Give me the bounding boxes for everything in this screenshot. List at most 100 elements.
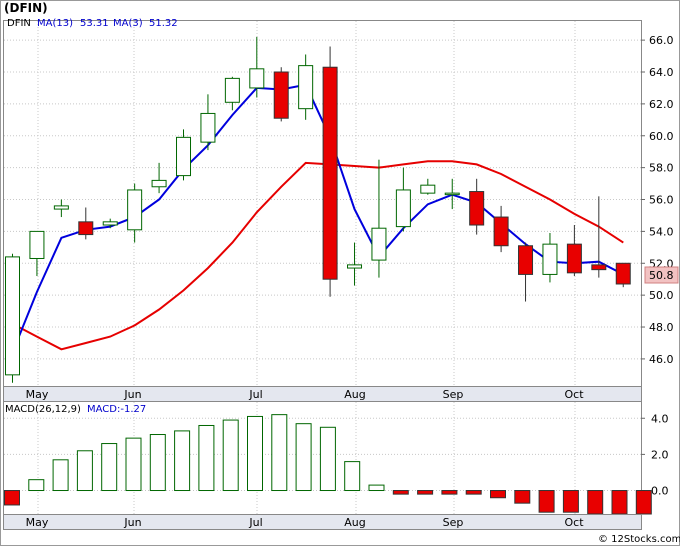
candle-up <box>224 76 240 111</box>
macd-bar-negative <box>417 490 434 495</box>
macd-bar-positive <box>76 450 93 492</box>
macd-bar-positive <box>247 415 263 492</box>
candle-body <box>347 264 363 269</box>
candle-body <box>151 179 167 188</box>
candle-down <box>615 262 631 288</box>
candle-up <box>151 162 167 194</box>
candle-body <box>224 77 240 103</box>
candle-body <box>176 136 192 177</box>
macd-bar-positive <box>198 424 215 492</box>
macd-bar-negative <box>465 490 482 495</box>
macd-bar-positive <box>271 414 288 492</box>
candle-up <box>53 199 69 218</box>
candle-body <box>102 221 118 226</box>
macd-x-tick-label: Oct <box>564 516 584 529</box>
candle-up <box>102 218 118 229</box>
last-price-badge <box>644 266 679 284</box>
macd-bar-negative <box>562 490 579 513</box>
candle-body <box>127 189 143 231</box>
candle-down <box>469 178 485 235</box>
candle-body <box>53 205 69 210</box>
macd-x-tick-label: May <box>26 516 49 529</box>
macd-y-tick-label: 0.0 <box>651 485 669 498</box>
legend-ma3-value: 51.32 <box>149 18 178 29</box>
macd-x-tick-label: Jul <box>248 516 262 529</box>
macd-bar-positive <box>222 419 239 492</box>
ticker-title: (DFIN) <box>4 1 48 15</box>
candle-up <box>444 178 460 210</box>
watermark: © 12Stocks.com <box>598 534 680 545</box>
price-y-tick-label: 58.0 <box>649 162 674 175</box>
candle-down <box>566 225 582 277</box>
macd-panel: 0.0 2.0 4.0 May Jun Jul Aug Sep Oct MACD(26,12,… <box>3 401 669 530</box>
macd-legend-value: MACD:-1.27 <box>87 404 146 415</box>
legend-ma13-value: 53.31 <box>80 18 109 29</box>
macd-x-tick-label: Sep <box>443 516 464 529</box>
macd-bar-negative <box>635 490 652 515</box>
candle-down <box>322 46 338 297</box>
macd-bar-negative <box>490 490 506 499</box>
candle-up <box>127 183 143 243</box>
legend-ma3-label: MA(3) <box>113 18 143 29</box>
price-x-tick-label: Jul <box>248 388 262 401</box>
macd-bar-negative <box>441 490 458 495</box>
price-y-tick-label: 50.0 <box>649 289 674 302</box>
price-x-axis: May Jun Jul Aug Sep Oct <box>26 388 585 401</box>
candle-up <box>420 178 436 195</box>
price-y-tick-label: 56.0 <box>649 194 674 207</box>
candle-down <box>493 205 509 253</box>
candle-body <box>322 66 338 280</box>
price-x-axis-strip <box>3 386 642 402</box>
macd-bar-negative <box>514 490 531 504</box>
macd-bar-positive <box>149 434 166 492</box>
candle-up <box>176 129 192 181</box>
macd-bar-negative <box>392 490 409 495</box>
macd-bar-positive <box>319 426 336 492</box>
ma13-line <box>12 160 624 351</box>
macd-x-axis-strip <box>3 514 642 530</box>
legend-symbol: DFIN <box>7 18 31 29</box>
candle-body <box>273 71 289 119</box>
price-y-tick-label: 46.0 <box>649 353 674 366</box>
macd-bar-positive <box>28 479 45 492</box>
price-x-tick-label: Sep <box>443 388 464 401</box>
candlestick-layer <box>5 36 631 383</box>
candle-up <box>347 242 363 286</box>
price-x-tick-label: Aug <box>344 388 365 401</box>
candle-body <box>29 230 45 259</box>
macd-legend-label: MACD(26,12,9) <box>5 404 81 415</box>
macd-bar-positive <box>174 430 191 492</box>
candle-up <box>371 159 387 278</box>
ma13-line-layer <box>12 160 624 351</box>
price-y-tick-label: 66.0 <box>649 34 674 47</box>
macd-bar-positive <box>125 437 142 492</box>
candle-up <box>5 253 20 383</box>
candle-body <box>420 184 436 194</box>
candle-body <box>566 243 582 274</box>
candle-up <box>542 232 558 283</box>
price-panel: 46.048.050.052.054.056.058.060.062.064.0… <box>3 1 679 402</box>
macd-x-tick-label: Jun <box>123 516 141 529</box>
macd-bar-positive <box>344 461 361 492</box>
price-y-tick-label: 64.0 <box>649 66 674 79</box>
price-x-tick-label: May <box>26 388 49 401</box>
candle-body <box>395 189 411 228</box>
candle-body <box>444 192 460 196</box>
candle-body <box>542 243 558 275</box>
candle-up <box>249 36 265 98</box>
macd-bar-layer <box>4 414 652 515</box>
candle-body <box>591 264 607 271</box>
price-x-tick-label: Oct <box>564 388 584 401</box>
candle-body <box>615 262 631 285</box>
candle-down <box>273 67 289 122</box>
candle-body <box>518 245 534 275</box>
candle-down <box>518 242 534 302</box>
macd-bar-positive <box>295 423 312 492</box>
macd-bar-positive <box>101 443 118 492</box>
macd-bar-positive <box>52 459 69 492</box>
macd-bar-negative <box>611 490 628 515</box>
candle-up <box>395 167 411 232</box>
macd-bar-negative <box>538 490 555 513</box>
